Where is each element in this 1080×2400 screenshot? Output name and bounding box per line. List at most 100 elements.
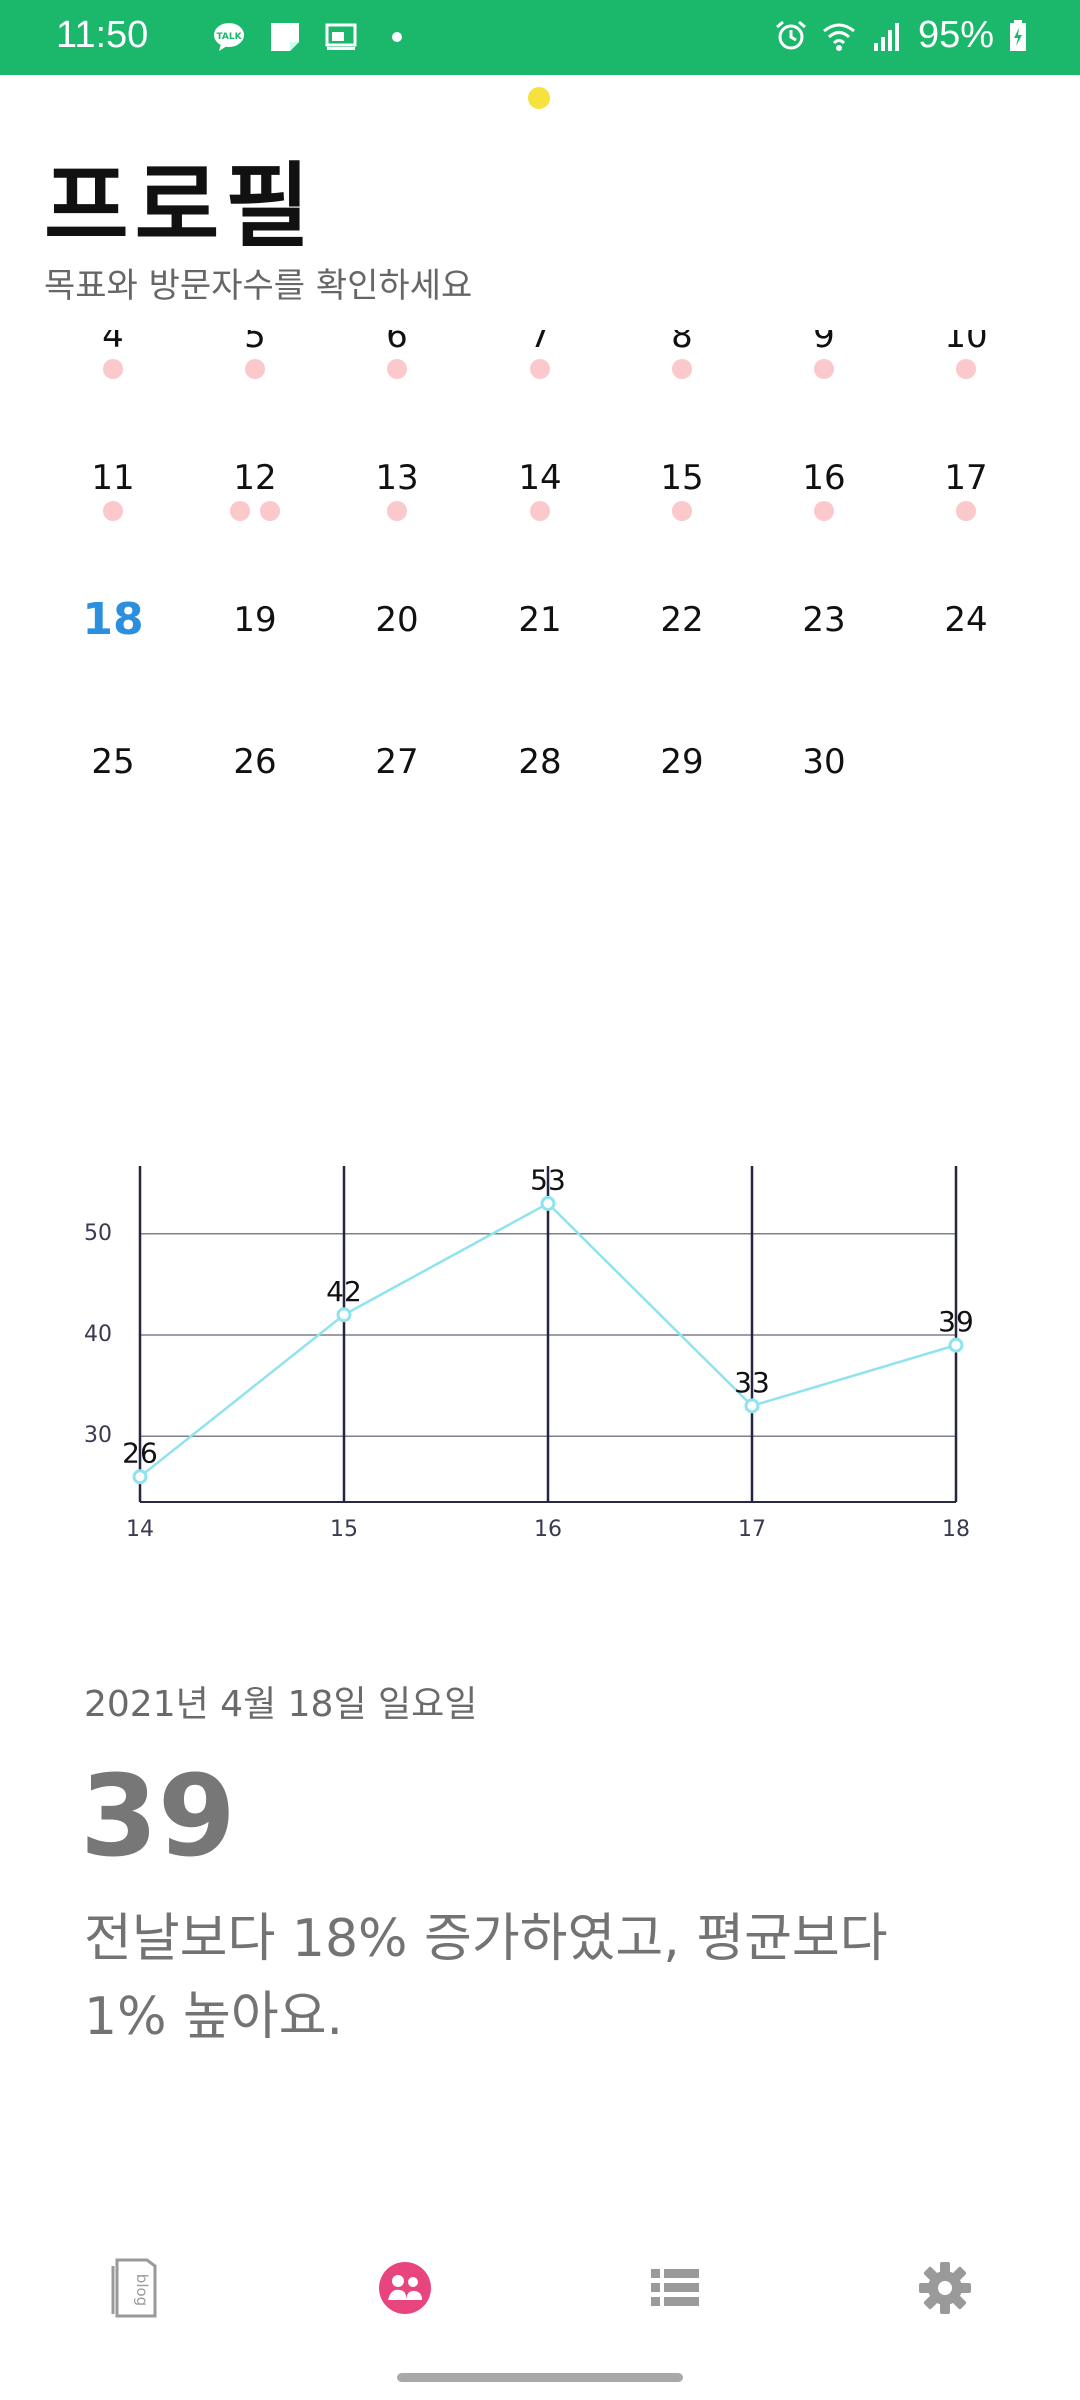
calendar-day-markers — [469, 643, 611, 663]
calendar-day[interactable]: 10 — [895, 330, 1037, 458]
nav-profile[interactable] — [355, 2238, 455, 2338]
calendar-day-markers — [42, 501, 184, 521]
calendar-day-number: 8 — [671, 330, 693, 356]
home-indicator[interactable] — [397, 2373, 683, 2382]
calendar-day[interactable]: 8 — [611, 330, 753, 458]
calendar-day-markers — [326, 643, 468, 663]
calendar-day[interactable]: 11 — [42, 458, 184, 600]
calendar-day-number: 5 — [244, 330, 266, 356]
calendar-day-markers — [42, 359, 184, 379]
calendar-day[interactable]: 30 — [753, 742, 895, 830]
calendar-day-number: 12 — [233, 458, 277, 498]
calendar-day[interactable]: 26 — [184, 742, 326, 830]
status-right: 95% — [774, 14, 1028, 57]
status-bar: 11:50 TALK — [0, 0, 1080, 75]
battery-percent: 95% — [917, 14, 994, 56]
selected-date: 2021년 4월 18일 일요일 — [84, 1684, 478, 1725]
calendar-day-markers — [184, 785, 326, 805]
status-time: 11:50 — [56, 14, 149, 56]
calendar-day[interactable]: 16 — [753, 458, 895, 600]
calendar-day[interactable]: 22 — [611, 600, 753, 742]
calendar-week-row: 18 19 20 21 22 23 24 — [0, 598, 1080, 742]
svg-text:blog: blog — [133, 2274, 151, 2306]
calendar-day-markers — [895, 643, 1037, 663]
calendar-day[interactable]: 15 — [611, 458, 753, 600]
x-tick-label: 18 — [942, 1517, 970, 1542]
nav-list[interactable] — [625, 2238, 725, 2338]
wifi-icon — [823, 23, 855, 51]
calendar-day[interactable]: 4 — [42, 330, 184, 458]
calendar-day[interactable]: 27 — [326, 742, 468, 830]
calendar-day-markers — [469, 785, 611, 805]
calendar-day[interactable]: 19 — [184, 600, 326, 742]
nav-settings[interactable] — [895, 2238, 995, 2338]
list-icon — [651, 2269, 699, 2306]
dot-icon — [392, 32, 402, 42]
visit-marker-dot — [530, 359, 550, 379]
visit-marker-dot — [103, 359, 123, 379]
calendar-day[interactable]: 14 — [469, 458, 611, 600]
profile-icon — [379, 2262, 431, 2314]
y-tick-label: 50 — [84, 1221, 112, 1246]
bottom-navigation: blog — [0, 2230, 1080, 2340]
y-tick-label: 40 — [84, 1322, 112, 1347]
calendar-day-markers — [42, 643, 184, 663]
calendar-day[interactable]: 7 — [469, 330, 611, 458]
calendar-day-number: 22 — [660, 600, 704, 640]
calendar-day[interactable]: 29 — [611, 742, 753, 830]
calendar-day-number: 23 — [802, 600, 846, 640]
calendar-week-row: 25 26 27 28 29 30 — [0, 742, 1080, 830]
calendar-day-markers — [184, 359, 326, 379]
battery-charging-icon — [1010, 19, 1026, 51]
svg-text:TALK: TALK — [216, 32, 242, 42]
visit-marker-dot — [387, 359, 407, 379]
visitor-chart: 30 40 50 14 15 16 17 18 26 42 53 33 39 — [84, 1163, 974, 1542]
visitor-comparison: 전날보다 18% 증가하였고, 평균보다 1% 높아요. — [84, 1909, 888, 2047]
page-subtitle: 목표와 방문자수를 확인하세요 — [44, 266, 473, 306]
calendar-day[interactable]: 23 — [753, 600, 895, 742]
x-tick-label: 17 — [738, 1517, 766, 1542]
calendar-day-markers — [326, 501, 468, 521]
data-point — [744, 1398, 760, 1414]
calendar-day[interactable]: 13 — [326, 458, 468, 600]
calendar-day-markers — [753, 359, 895, 379]
data-label: 39 — [938, 1305, 974, 1338]
calendar-day-number: 27 — [375, 742, 419, 782]
y-tick-label: 30 — [84, 1423, 112, 1448]
calendar-day[interactable]: 28 — [469, 742, 611, 830]
calendar-day[interactable]: 5 — [184, 330, 326, 458]
visit-marker-dot — [672, 359, 692, 379]
visit-marker-dot — [672, 501, 692, 521]
calendar[interactable]: 4 5 6 7 8 9 10 11 12 13 14 15 16 17 18 19 20 21 22 23 24 25 26… — [0, 330, 1080, 830]
calendar-day[interactable]: 6 — [326, 330, 468, 458]
data-point — [540, 1195, 556, 1211]
data-point — [132, 1469, 148, 1485]
note-icon — [271, 23, 299, 51]
calendar-day[interactable]: 9 — [753, 330, 895, 458]
settings-icon — [919, 2262, 971, 2314]
calendar-day[interactable]: 24 — [895, 600, 1037, 742]
calendar-day-number: 13 — [375, 458, 419, 498]
calendar-day-markers — [611, 643, 753, 663]
visit-marker-dot — [103, 501, 123, 521]
calendar-week-row: 4 5 6 7 8 9 10 — [0, 330, 1080, 458]
calendar-day-number: 28 — [518, 742, 562, 782]
calendar-week-row: 11 12 13 14 15 16 17 — [0, 458, 1080, 600]
calendar-day[interactable]: 12 — [184, 458, 326, 600]
calendar-day-markers — [469, 501, 611, 521]
calendar-day[interactable]: 25 — [42, 742, 184, 830]
calendar-day-number: 16 — [802, 458, 846, 498]
data-label: 33 — [734, 1366, 770, 1399]
nav-blog[interactable]: blog — [85, 2238, 185, 2338]
calendar-day-markers — [184, 643, 326, 663]
calendar-day[interactable]: 18 — [42, 598, 184, 742]
calendar-day-number: 30 — [802, 742, 846, 782]
calendar-day-markers — [895, 501, 1037, 521]
calendar-day-markers — [753, 501, 895, 521]
visitor-count: 39 — [80, 1752, 236, 1882]
calendar-day-number: 6 — [386, 330, 408, 356]
calendar-day[interactable]: 20 — [326, 600, 468, 742]
calendar-day-markers — [469, 359, 611, 379]
calendar-day[interactable]: 17 — [895, 458, 1037, 600]
calendar-day[interactable]: 21 — [469, 600, 611, 742]
